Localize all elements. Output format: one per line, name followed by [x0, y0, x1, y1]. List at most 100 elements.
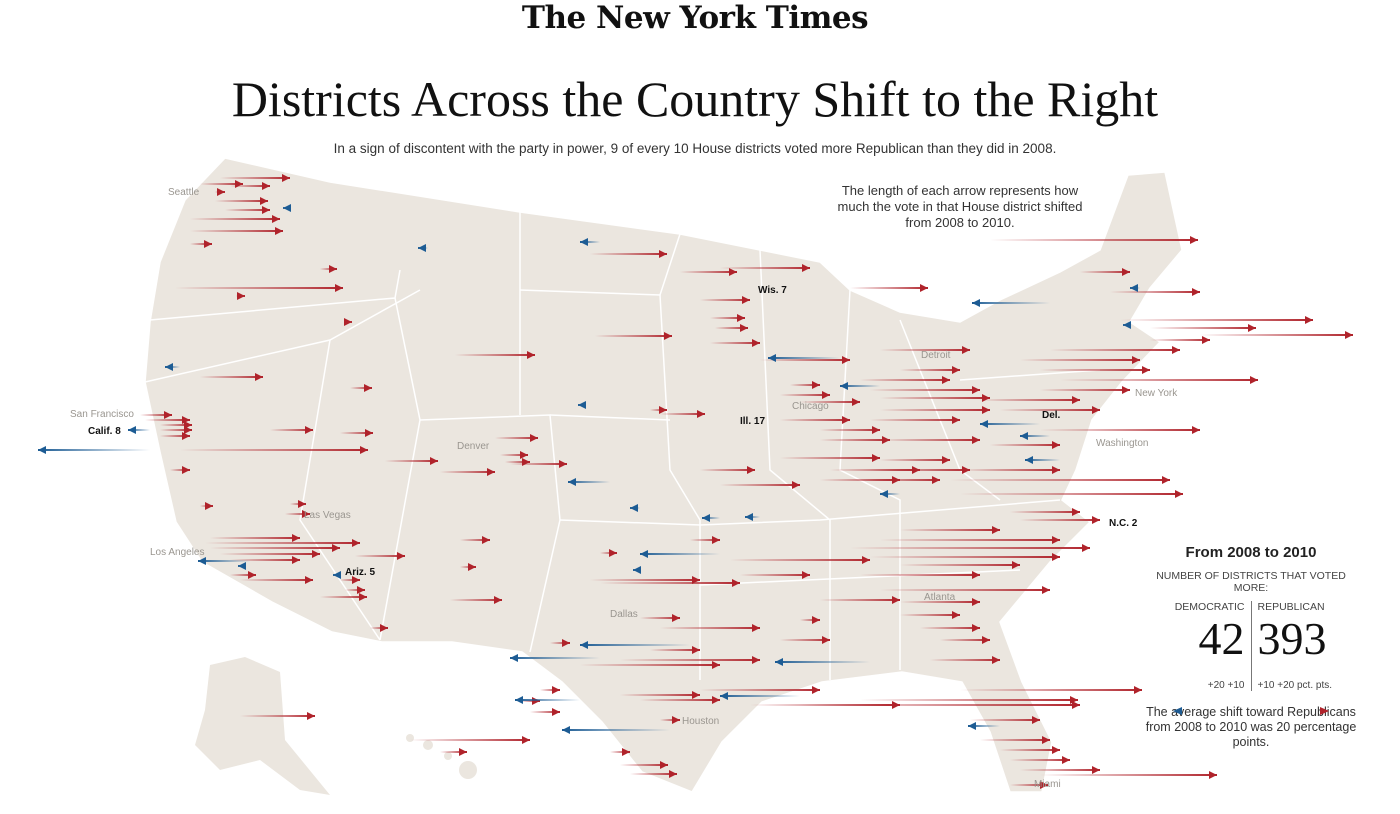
republican-shift-arrow	[230, 556, 300, 564]
republican-shift-arrow	[205, 539, 360, 547]
republican-shift-arrow	[650, 406, 667, 414]
republican-shift-arrow	[595, 332, 672, 340]
republican-shift-arrow	[580, 661, 720, 669]
republican-shift-arrow	[320, 593, 367, 601]
democratic-shift-arrow	[1025, 456, 1060, 464]
republican-shift-arrow	[455, 351, 535, 359]
democratic-shift-arrow	[580, 641, 690, 649]
republican-scale-ticks: +10 +20 pct. pts.	[1257, 680, 1333, 691]
democratic-shift-arrow	[128, 426, 150, 434]
republican-shift-arrow	[720, 481, 800, 489]
republican-shift-arrow	[720, 264, 810, 272]
republican-shift-arrow	[344, 318, 352, 326]
democratic-shift-arrow	[972, 299, 1050, 307]
democratic-shift-arrow	[510, 654, 600, 662]
district-arrows	[38, 174, 1353, 789]
democratic-count: 42	[1198, 613, 1245, 664]
republican-shift-arrow	[190, 227, 283, 235]
democratic-shift-arrow	[745, 513, 760, 521]
masthead-logo: The New York Times	[521, 0, 869, 36]
republican-shift-arrow	[690, 536, 720, 544]
republican-shift-arrow	[640, 696, 720, 704]
republican-shift-arrow	[880, 586, 1050, 594]
republican-shift-arrow	[850, 284, 928, 292]
republican-shift-arrow	[440, 748, 467, 756]
republican-shift-arrow	[800, 398, 860, 406]
legend: From 2008 to 2010 NUMBER OF DISTRICTS TH…	[1140, 544, 1362, 750]
republican-shift-arrow	[236, 292, 245, 300]
democratic-shift-arrow	[283, 204, 291, 212]
republican-shift-arrow	[860, 476, 940, 484]
republican-shift-arrow	[370, 624, 388, 632]
republican-shift-arrow	[710, 314, 745, 322]
republican-shift-arrow	[460, 563, 476, 571]
democratic-shift-arrow	[768, 354, 840, 362]
republican-shift-arrow	[500, 451, 528, 459]
republican-shift-arrow	[900, 366, 960, 374]
republican-shift-arrow	[495, 434, 538, 442]
republican-shift-arrow	[960, 490, 1183, 498]
democratic-shift-arrow	[775, 658, 870, 666]
republican-shift-arrow	[175, 284, 343, 292]
republican-shift-arrow	[680, 268, 737, 276]
republican-shift-arrow	[990, 441, 1060, 449]
democratic-shift-arrow	[238, 562, 246, 570]
republican-shift-arrow	[1150, 324, 1256, 332]
city-label-new-york: New York	[1135, 388, 1178, 399]
republican-shift-arrow	[650, 646, 700, 654]
district-label-del: Del.	[1042, 410, 1061, 421]
republican-shift-arrow	[620, 691, 700, 699]
republican-shift-arrow	[1120, 316, 1313, 324]
republican-shift-arrow	[1010, 781, 1048, 789]
republican-shift-arrow	[1000, 746, 1060, 754]
democratic-shift-arrow	[840, 382, 880, 390]
republican-shift-arrow	[700, 686, 820, 694]
democratic-shift-arrow	[720, 692, 800, 700]
democratic-shift-arrow	[702, 514, 720, 522]
republican-shift-arrow	[870, 386, 980, 394]
district-label-ariz-5: Ariz. 5	[345, 567, 376, 578]
republican-shift-arrow	[610, 748, 630, 756]
alaska-shape	[195, 657, 330, 795]
republican-shift-arrow	[870, 416, 960, 424]
district-label-calif-8: Calif. 8	[88, 426, 121, 437]
district-label-ill-17: Ill. 17	[740, 416, 766, 427]
legend-subtitle: NUMBER OF DISTRICTS THAT VOTED MORE:	[1156, 570, 1346, 594]
republican-shift-arrow	[1110, 288, 1200, 296]
republican-shift-arrow	[900, 561, 1020, 569]
republican-shift-arrow	[940, 636, 990, 644]
republican-shift-arrow	[285, 510, 310, 518]
republican-shift-arrow	[1040, 771, 1217, 779]
republican-shift-arrow	[240, 712, 315, 720]
republican-shift-arrow	[900, 526, 1000, 534]
democratic-shift-arrow	[1020, 432, 1050, 440]
republican-shift-arrow	[620, 656, 760, 664]
hawaii-shape	[406, 734, 477, 779]
republican-shift-arrow	[200, 502, 213, 510]
republican-shift-arrow	[970, 716, 1040, 724]
republican-shift-arrow	[1040, 426, 1200, 434]
republican-shift-arrow	[225, 206, 270, 214]
republican-shift-arrow	[1040, 386, 1130, 394]
republican-shift-arrow	[1050, 346, 1180, 354]
republican-shift-arrow	[160, 426, 192, 434]
republican-shift-arrow	[385, 457, 438, 465]
democratic-shift-arrow	[580, 238, 600, 246]
republican-shift-arrow	[620, 761, 668, 769]
democratic-shift-arrow	[418, 244, 428, 252]
republican-shift-arrow	[340, 429, 373, 437]
democratic-label: DEMOCRATIC	[1174, 601, 1245, 613]
republican-shift-arrow	[820, 596, 900, 604]
republican-shift-arrow	[220, 174, 290, 182]
city-label-denver: Denver	[457, 441, 490, 452]
republican-shift-arrow	[140, 411, 172, 419]
democratic-shift-arrow	[630, 504, 640, 512]
democratic-scale-ticks: +20 +10	[1207, 680, 1245, 691]
democratic-shift-arrow	[333, 571, 341, 579]
republican-shift-arrow	[960, 686, 1142, 694]
republican-shift-arrow	[1020, 516, 1100, 524]
republican-shift-arrow	[880, 536, 1060, 544]
republican-shift-arrow	[590, 250, 667, 258]
page-subtitle: In a sign of discontent with the party i…	[333, 141, 1057, 156]
district-label-nc-2: N.C. 2	[1109, 518, 1138, 529]
